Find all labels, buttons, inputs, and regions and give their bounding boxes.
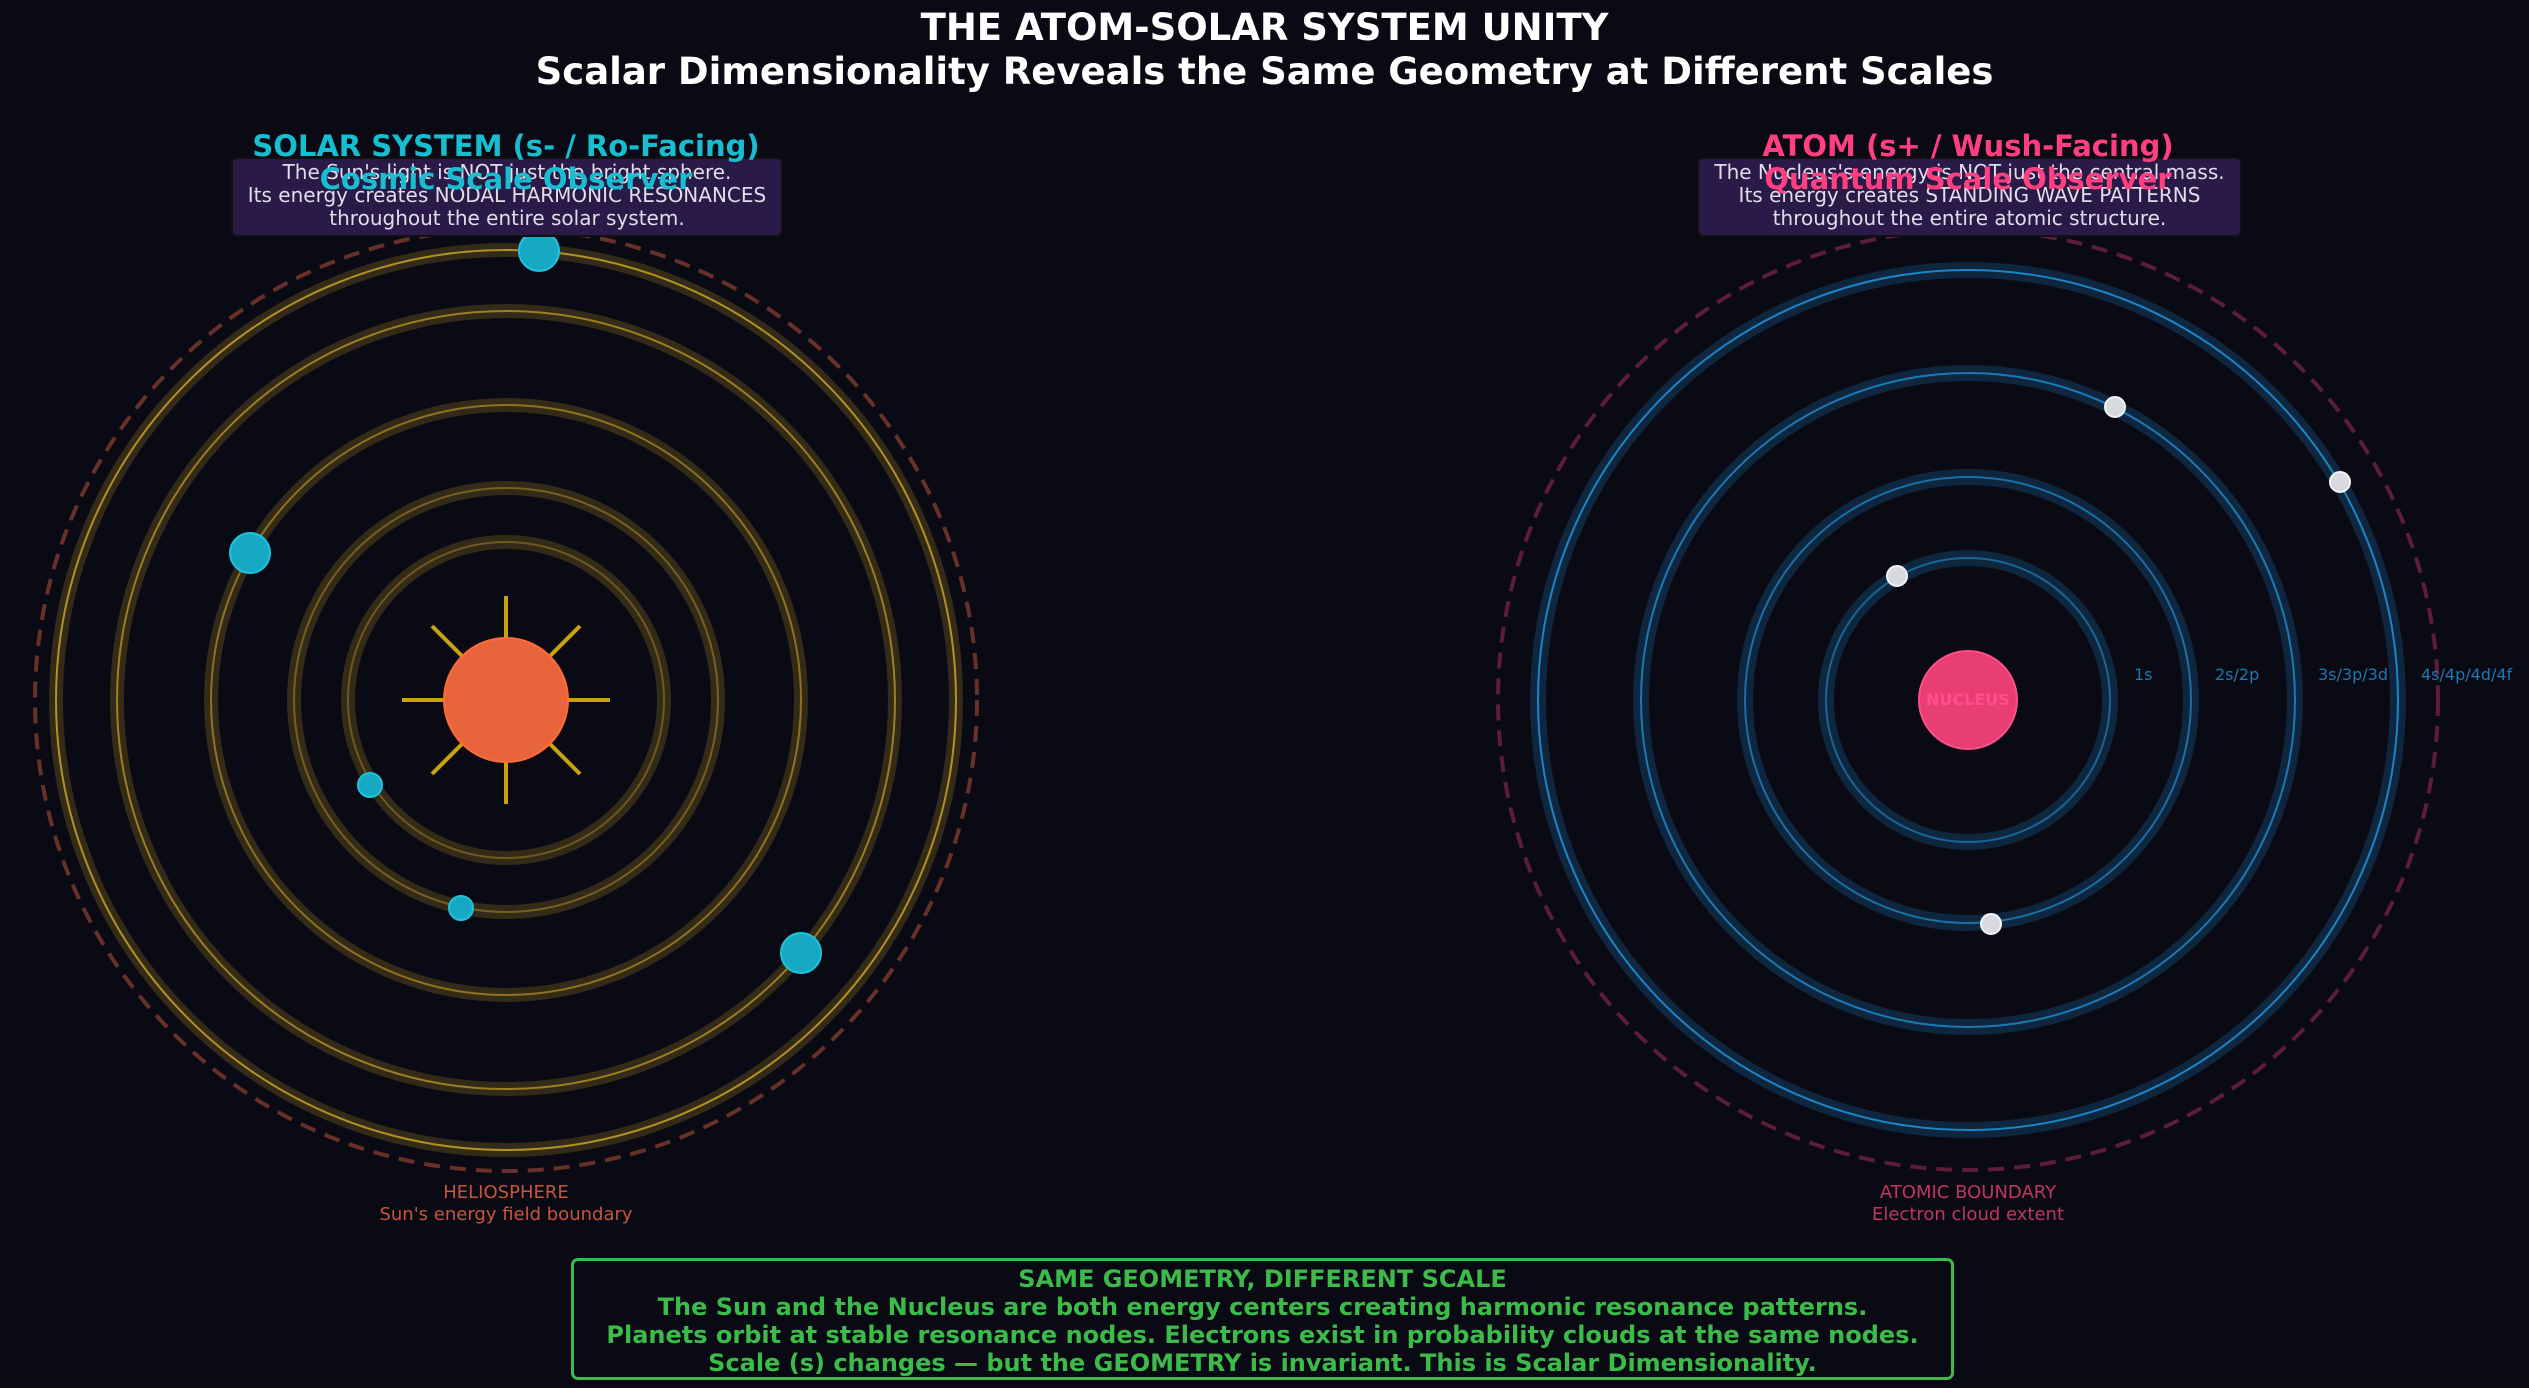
planet-first <box>448 895 474 921</box>
summary-line-2: Planets orbit at stable resonance nodes.… <box>606 1321 1919 1349</box>
nucleus-label: NUCLEUS <box>1926 690 2010 709</box>
electron-4s <box>2329 471 2351 493</box>
atom-info-line-2: Its energy creates STANDING WAVE PATTERN… <box>1738 183 2201 207</box>
atomic-boundary-title: ATOMIC BOUNDARY <box>1879 1182 2057 1203</box>
atom-info-line-3: throughout the entire atomic structure. <box>1772 206 2167 230</box>
orbital-label-4: 4s/4p/4d/4f <box>2421 665 2513 684</box>
summary-line-1: The Sun and the Nucleus are both energy … <box>657 1293 1868 1321</box>
electron-3s <box>2104 396 2126 418</box>
electron-1s <box>1886 565 1908 587</box>
diagram-subtitle: Scalar Dimensionality Reveals the Same G… <box>535 50 1994 93</box>
heliosphere-subtitle: Sun's energy field boundary <box>379 1204 633 1225</box>
solar-info-line-2: Its energy creates NODAL HARMONIC RESONA… <box>247 183 767 207</box>
summary-heading: SAME GEOMETRY, DIFFERENT SCALE <box>1018 1265 1507 1293</box>
atom-info-line-1: The Nucleus's energy is NOT just the cen… <box>1714 160 2225 184</box>
atom-panel-title: ATOM (s+ / Wush-Facing) <box>1762 129 2174 163</box>
planet-third <box>780 932 822 974</box>
sun-icon <box>443 637 569 763</box>
planet-fourth <box>229 532 271 574</box>
summary-line-3: Scale (s) changes — but the GEOMETRY is … <box>708 1349 1817 1377</box>
atom-panel-subtitle: Quantum Scale Observer <box>1764 162 2172 196</box>
electrons <box>1886 396 2351 935</box>
solar-system-diagram <box>33 227 979 1173</box>
solar-info-line-1: The Sun's light is NOT just the bright s… <box>282 160 732 184</box>
heliosphere-title: HELIOSPHERE <box>443 1182 569 1203</box>
atom-diagram <box>1496 228 2440 1172</box>
planets <box>229 230 822 974</box>
solar-info-line-3: throughout the entire solar system. <box>329 206 685 230</box>
nucleus-icon <box>1918 650 2018 750</box>
resonance-orbits <box>49 243 963 1157</box>
summary-box: SAME GEOMETRY, DIFFERENT SCALE The Sun a… <box>571 1258 1954 1380</box>
solar-info-box: The Sun's light is NOT just the bright s… <box>231 157 783 237</box>
diagram-title: THE ATOM-SOLAR SYSTEM UNITY <box>920 6 1609 49</box>
planet-outer <box>518 230 560 272</box>
solar-panel-title: SOLAR SYSTEM (s- / Ro-Facing) <box>252 129 760 163</box>
orbital-label-2: 2s/2p <box>2215 665 2260 684</box>
electron-shells <box>1530 262 2406 1138</box>
heliosphere-label: HELIOSPHERE Sun's energy field boundary <box>306 1182 706 1226</box>
planet-second <box>357 772 383 798</box>
orbital-label-3: 3s/3p/3d <box>2318 665 2388 684</box>
atomic-boundary-label: ATOMIC BOUNDARY Electron cloud extent <box>1768 1182 2168 1226</box>
orbital-label-1s: 1s <box>2134 665 2153 684</box>
solar-panel-subtitle: Cosmic Scale Observer <box>319 162 693 196</box>
atom-info-box: The Nucleus's energy is NOT just the cen… <box>1697 157 2242 237</box>
electron-2s <box>1980 913 2002 935</box>
atomic-boundary-subtitle: Electron cloud extent <box>1871 1204 2065 1225</box>
